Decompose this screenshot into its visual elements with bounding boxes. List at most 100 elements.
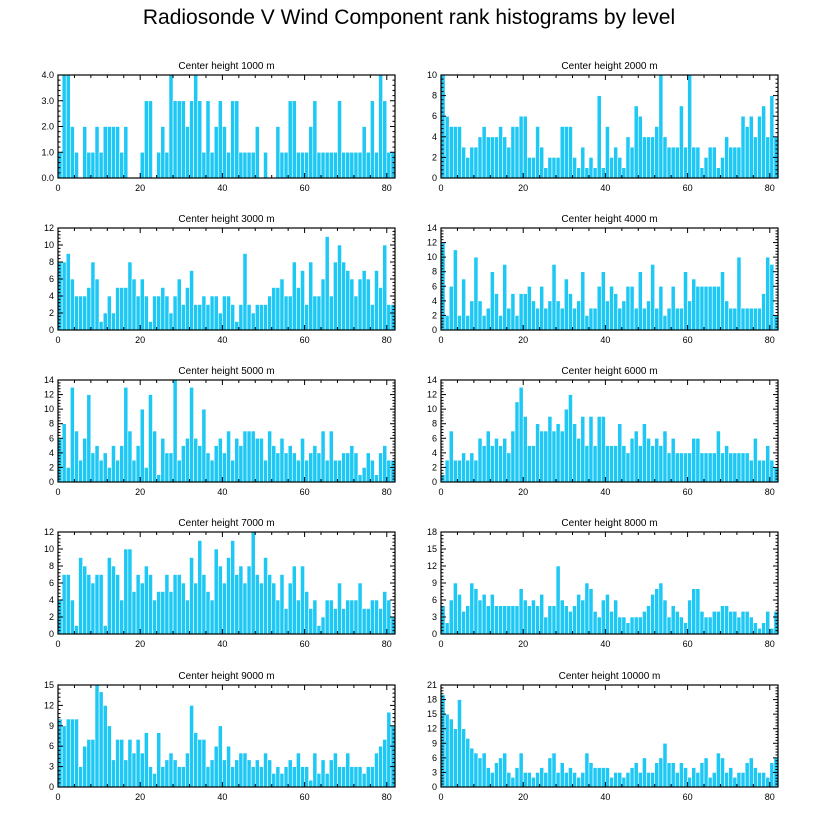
histogram-bar bbox=[559, 762, 565, 788]
histogram-bar bbox=[333, 459, 338, 483]
histogram-bar bbox=[246, 304, 252, 331]
x-tick-label: 0 bbox=[438, 335, 443, 345]
histogram-bar bbox=[559, 126, 565, 179]
x-tick-label: 80 bbox=[765, 335, 775, 345]
histogram-bar bbox=[164, 295, 170, 331]
histogram-bar bbox=[127, 261, 133, 331]
histogram-bar bbox=[382, 244, 388, 331]
histogram-bar bbox=[740, 452, 746, 483]
histogram-bar bbox=[724, 605, 729, 635]
histogram-bar bbox=[765, 256, 771, 331]
histogram-bar bbox=[300, 565, 305, 635]
histogram-bar bbox=[144, 732, 149, 788]
histogram-bar bbox=[695, 588, 701, 635]
histogram-bar bbox=[242, 253, 248, 331]
histogram-bar bbox=[695, 437, 701, 483]
histogram-bar bbox=[78, 295, 83, 331]
histogram-bar bbox=[94, 278, 100, 331]
histogram-bar bbox=[477, 599, 483, 635]
histogram-bar bbox=[57, 718, 63, 788]
histogram-bar bbox=[90, 582, 96, 635]
histogram-bar bbox=[539, 430, 545, 483]
y-tick-label: 0 bbox=[432, 173, 437, 183]
histogram-bar bbox=[382, 445, 388, 483]
histogram-bar bbox=[304, 591, 309, 635]
y-tick-label: 8 bbox=[432, 419, 437, 429]
y-tick-label: 9 bbox=[432, 738, 437, 748]
histogram-bar bbox=[720, 157, 725, 179]
panel-4: Center height 4000 m 0 20 40 60 80 0 2 4 6 8 10 12 14 bbox=[427, 214, 779, 345]
histogram-bar bbox=[148, 394, 153, 483]
histogram-bar bbox=[642, 307, 647, 331]
histogram-bar bbox=[444, 459, 450, 483]
histogram-bar bbox=[226, 295, 231, 331]
histogram-bar bbox=[461, 611, 466, 635]
histogram-bar bbox=[757, 115, 762, 179]
histogram-bar bbox=[588, 307, 594, 331]
histogram-bar bbox=[250, 531, 256, 635]
x-tick-label: 40 bbox=[600, 487, 610, 497]
histogram-bar bbox=[86, 287, 92, 331]
histogram-bar bbox=[617, 772, 623, 788]
histogram-bar bbox=[551, 605, 557, 635]
y-tick-label: 3 bbox=[432, 767, 437, 777]
histogram-bar bbox=[448, 126, 454, 179]
histogram-bar bbox=[761, 105, 766, 179]
histogram-bar bbox=[510, 605, 516, 635]
histogram-bar bbox=[90, 452, 96, 483]
histogram-bar bbox=[683, 452, 688, 483]
histogram-bar bbox=[539, 285, 545, 331]
histogram-bar bbox=[102, 126, 108, 179]
histogram-bar bbox=[716, 430, 721, 483]
histogram-bar bbox=[70, 126, 75, 179]
histogram-bar bbox=[732, 776, 738, 788]
panel-title: Center height 6000 m bbox=[561, 366, 657, 377]
histogram-bar bbox=[732, 307, 738, 331]
histogram-bar bbox=[621, 776, 627, 788]
histogram-bar bbox=[490, 594, 495, 635]
histogram-bar bbox=[736, 452, 742, 483]
histogram-bar bbox=[328, 599, 334, 635]
histogram-bar bbox=[695, 285, 701, 331]
histogram-bar bbox=[461, 728, 466, 788]
histogram-bar bbox=[160, 126, 166, 179]
histogram-bar bbox=[102, 705, 108, 788]
histogram-bar bbox=[168, 74, 174, 179]
histogram-bar bbox=[222, 759, 227, 788]
histogram-bar bbox=[580, 772, 586, 788]
histogram-bar bbox=[465, 315, 471, 331]
y-tick-label: 0.0 bbox=[41, 173, 54, 183]
y-tick-label: 15 bbox=[427, 709, 437, 719]
histogram-bar bbox=[765, 776, 771, 788]
x-tick-label: 0 bbox=[55, 183, 60, 193]
histogram-bar bbox=[555, 772, 561, 788]
histogram-bar bbox=[259, 437, 264, 483]
histogram-bar bbox=[563, 605, 569, 635]
histogram-bar bbox=[473, 459, 479, 483]
histogram-bar bbox=[642, 611, 647, 635]
histogram-bar bbox=[390, 151, 396, 179]
histogram-bar bbox=[670, 146, 676, 179]
histogram-bar bbox=[345, 599, 351, 635]
x-tick-label: 80 bbox=[382, 639, 392, 649]
histogram-bar bbox=[674, 452, 680, 483]
histogram-bar bbox=[345, 151, 351, 179]
histogram-bar bbox=[267, 759, 273, 788]
panel-title: Center height 5000 m bbox=[178, 366, 274, 377]
histogram-bar bbox=[127, 739, 133, 788]
histogram-bar bbox=[691, 767, 697, 788]
histogram-bar bbox=[98, 574, 104, 635]
histogram-bar bbox=[728, 307, 734, 331]
histogram-bar bbox=[498, 605, 503, 635]
histogram-bar bbox=[226, 557, 231, 635]
histogram-bar bbox=[160, 287, 166, 331]
histogram-bar bbox=[584, 582, 590, 635]
histogram-bar bbox=[757, 628, 762, 635]
histogram-bar bbox=[720, 757, 725, 788]
histogram-bar bbox=[605, 594, 610, 635]
y-tick-label: 6 bbox=[432, 433, 437, 443]
histogram-bar bbox=[473, 588, 479, 635]
panel-title: Center height 8000 m bbox=[561, 518, 657, 529]
histogram-bar bbox=[711, 452, 717, 483]
histogram-bar bbox=[164, 759, 170, 788]
